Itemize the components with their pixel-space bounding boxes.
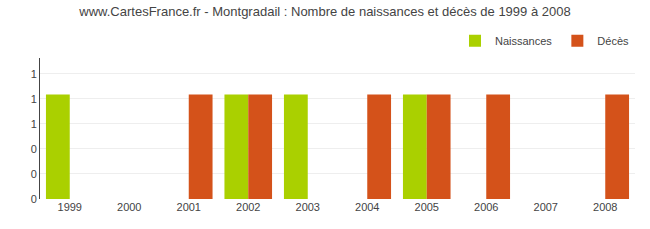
svg-text:2004: 2004: [355, 201, 379, 213]
svg-text:2006: 2006: [474, 201, 498, 213]
svg-text:0: 0: [31, 168, 37, 180]
svg-text:2001: 2001: [177, 201, 201, 213]
svg-text:2008: 2008: [593, 201, 617, 213]
svg-text:0: 0: [31, 193, 37, 205]
svg-text:2003: 2003: [296, 201, 320, 213]
svg-text:2007: 2007: [534, 201, 558, 213]
svg-text:2002: 2002: [236, 201, 260, 213]
svg-text:2000: 2000: [117, 201, 141, 213]
svg-text:0: 0: [31, 143, 37, 155]
svg-text:1: 1: [31, 93, 37, 105]
svg-text:Naissances: Naissances: [495, 35, 552, 47]
svg-text:1: 1: [31, 68, 37, 80]
svg-text:1: 1: [31, 118, 37, 130]
svg-text:2005: 2005: [415, 201, 439, 213]
svg-text:Décès: Décès: [597, 35, 629, 47]
svg-text:www.CartesFrance.fr - Montgrad: www.CartesFrance.fr - Montgradail : Nomb…: [78, 4, 570, 19]
svg-text:1999: 1999: [58, 201, 82, 213]
